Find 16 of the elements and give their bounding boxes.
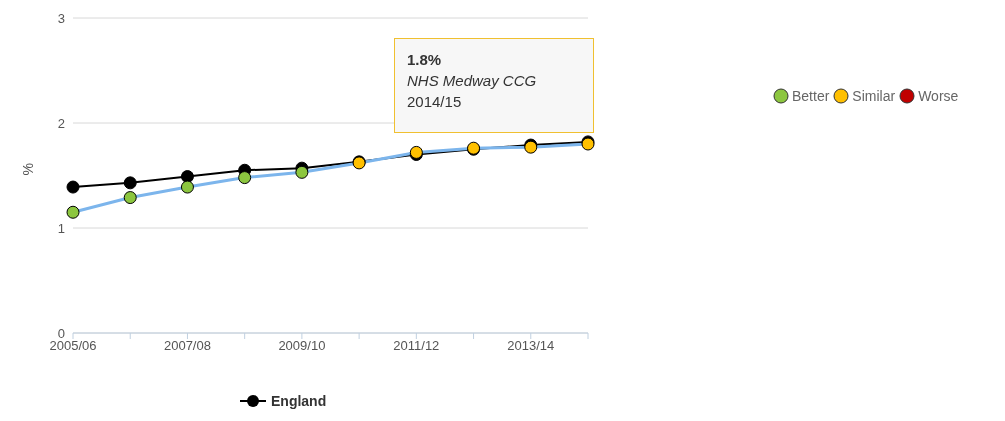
y-tick-label: 2 [57,115,65,131]
x-tick-label: 2007/08 [163,338,211,354]
x-tick-label: 2009/10 [278,338,326,354]
y-tick-label: 1 [57,220,65,236]
y-tick-label: 0 [57,325,65,341]
tooltip-box: 1.8% NHS Medway CCG 2014/15 [394,38,594,133]
x-tick-label: 2005/06 [49,338,97,354]
annotation: 1.8% NHS Medway CCG 2014/15 [407,50,538,112]
x-tick-label: 2011/12 [393,338,440,354]
legend-label: England [270,393,327,409]
legend-label: Similar [851,88,896,104]
legend-label: Better [791,88,830,104]
y-tick-label: 3 [57,10,65,26]
legend-label: Worse [917,88,959,104]
y-axis-title: % [19,163,36,176]
x-tick-label: 2013/14 [507,338,555,354]
